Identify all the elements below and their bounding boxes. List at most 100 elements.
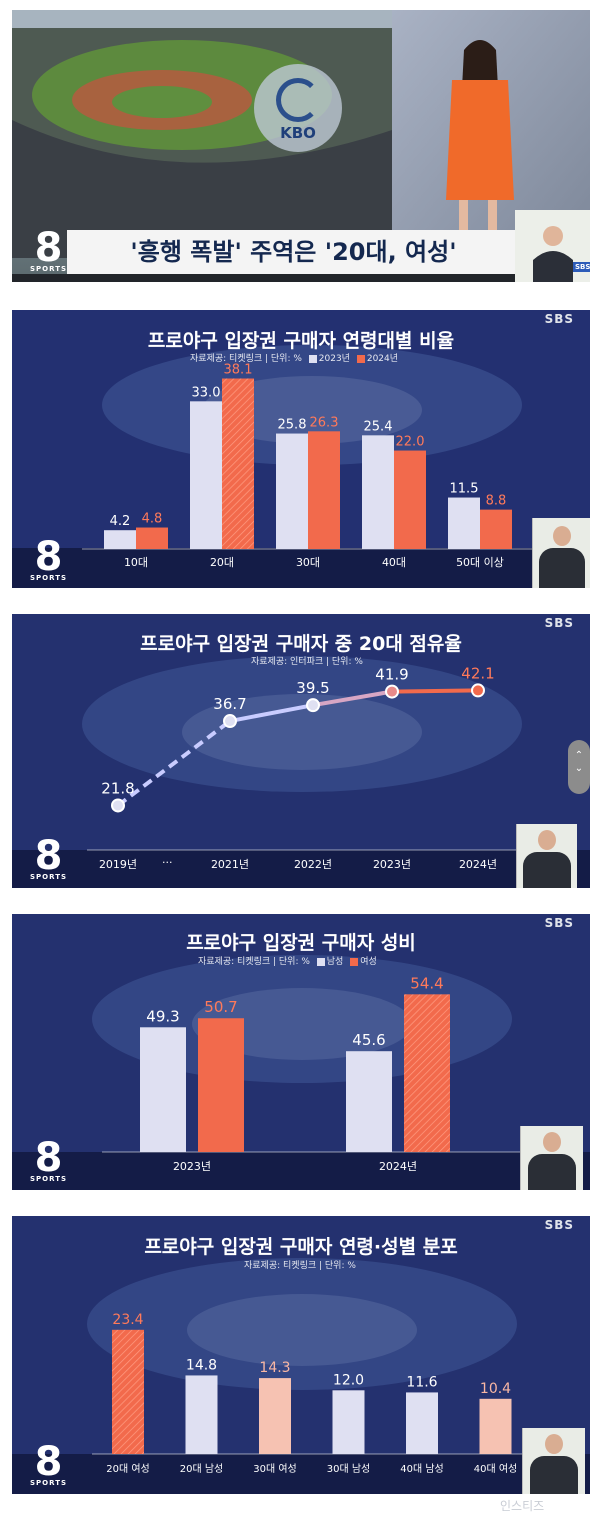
gender-ratio-chart-panel: SBS 프로야구 입장권 구매자 성비 자료제공: 티켓링크 | 단위: % 남… (12, 914, 590, 1190)
chart-title: 프로야구 입장권 구매자 연령·성별 분포 (144, 1236, 458, 1258)
bar-2024년-남성 (346, 1051, 392, 1152)
chevron-up-icon[interactable]: ⌃ (574, 750, 584, 761)
point-value-label: 42.1 (461, 664, 494, 682)
x-tick-label: 2022년 (294, 858, 332, 871)
interpreter-body (539, 548, 585, 588)
chart-title: 프로야구 입장권 구매자 중 20대 점유율 (140, 633, 462, 655)
bar-30대 여성 (259, 1378, 291, 1454)
series-line (391, 688, 479, 694)
bar-value-label: 25.8 (278, 418, 307, 433)
point-value-label: 41.9 (375, 666, 408, 684)
point-value-label: 21.8 (101, 779, 134, 797)
x-tick-label: 40대 남성 (400, 1463, 444, 1475)
point-value-label: 36.7 (213, 695, 246, 713)
bar-40대-2023년 (362, 435, 394, 549)
sbs-sports-logo: 8 SPORTS (30, 833, 68, 881)
bar-40대 여성 (479, 1398, 512, 1454)
series-line (229, 703, 314, 723)
kbo-logo: KBO (254, 64, 342, 152)
bar-value-label: 10.4 (480, 1381, 511, 1397)
x-tick-label: 2021년 (211, 858, 249, 871)
x-tick-label: 30대 남성 (327, 1463, 371, 1475)
chart-title: 프로야구 입장권 구매자 성비 (186, 932, 416, 954)
legend-label-female: 여성 (360, 957, 377, 967)
bar-2023년-남성 (140, 1027, 186, 1152)
stadium-background (12, 914, 590, 1190)
kbo-logo-text: KBO (280, 124, 316, 142)
bar-value-label: 38.1 (224, 363, 253, 378)
bar-value-label: 54.4 (410, 974, 443, 992)
x-tick-label: 20대 여성 (106, 1463, 150, 1475)
sbs-sports-logo: 8 SPORTS (30, 534, 68, 582)
series-line (312, 689, 393, 708)
x-tick-label: 40대 여성 (474, 1463, 518, 1475)
data-point (223, 714, 237, 729)
bar-value-label: 33.0 (192, 385, 221, 400)
data-point (385, 684, 399, 699)
bar-40대-2024년 (394, 450, 426, 549)
sign-language-interpreter (532, 518, 590, 588)
interpreter-head (543, 1132, 561, 1152)
data-point (471, 683, 485, 698)
age-gender-chart-panel: SBS 프로야구 입장권 구매자 연령·성별 분포 자료제공: 티켓링크 | 단… (12, 1216, 590, 1494)
sign-language-interpreter (516, 824, 577, 888)
legend-swatch-2024 (356, 354, 365, 363)
age-group-chart-panel: SBS 프로야구 입장권 구매자 연령대별 비율 자료제공: 티켓링크 | 단위… (12, 310, 590, 588)
x-tick-label: 10대 (124, 556, 148, 569)
chevron-down-icon[interactable]: ⌄ (574, 763, 584, 774)
gender-bar-chart: 49.3 50.7 2023년 45.6 54.4 2024년 (102, 974, 552, 1173)
legend-label-male: 남성 (326, 957, 344, 967)
bar-20대-2023년 (190, 401, 222, 549)
x-tick-label: 40대 (382, 556, 406, 569)
bar-value-label: 14.3 (259, 1360, 290, 1376)
legend-swatch-female (350, 957, 359, 966)
legend-label-2024: 2024년 (366, 354, 399, 364)
stadium-photo (12, 10, 590, 282)
stadium-background (12, 614, 590, 888)
bar-value-label: 25.4 (364, 419, 393, 434)
bar-50대 이상-2024년 (480, 509, 512, 549)
interpreter-body (523, 852, 571, 888)
x-tick-label: 20대 (210, 556, 234, 569)
series-line-dashed (116, 719, 232, 808)
bar-value-label: 8.8 (486, 494, 507, 509)
bar-30대-2024년 (308, 431, 340, 549)
bar-20대-2024년 (222, 378, 254, 549)
kbo-swirl-icon (276, 78, 320, 122)
sbs-watermark: SBS (544, 916, 574, 930)
legend-swatch-male (316, 957, 325, 966)
bar-30대-2023년 (276, 433, 308, 549)
bar-30대 남성 (332, 1390, 365, 1454)
chart-title: 프로야구 입장권 구매자 연령대별 비율 (147, 330, 455, 352)
bar-20대 남성 (185, 1375, 218, 1454)
headline-caption: '흥행 폭발' 주역은 '20대, 여성' (130, 238, 457, 266)
bar-20대 여성 (112, 1329, 144, 1454)
bar-value-label: 4.2 (110, 514, 131, 529)
broadcast-frame: KBO '흥행 폭발' 주역은 '20대, 여성' 8 SPORTS SBS (12, 10, 590, 282)
sign-language-interpreter (520, 1126, 583, 1190)
sbs-sports-logo: 8 SPORTS (30, 1439, 68, 1487)
sbs-watermark: SBS (544, 312, 574, 326)
x-tick-label: 20대 남성 (180, 1463, 224, 1475)
site-watermark: 인스티즈 (500, 1499, 545, 1513)
x-tick-label: 50대 이상 (456, 556, 504, 569)
interpreter-head (553, 526, 571, 546)
bar-value-label: 49.3 (146, 1007, 179, 1025)
sbs-sports-logo: 8 SPORTS (30, 225, 68, 273)
interpreter-body (530, 1456, 578, 1494)
axis-ellipsis: ··· (162, 856, 173, 869)
bar-value-label: 22.0 (396, 435, 425, 450)
bar-value-label: 11.5 (450, 482, 479, 497)
bar-2024년-여성 (404, 994, 450, 1152)
twenties-share-chart-panel: SBS 프로야구 입장권 구매자 중 20대 점유율 자료제공: 인터파크 | … (12, 614, 590, 888)
scroll-widget[interactable]: ⌃ ⌄ (568, 740, 590, 794)
age-bar-chart: 4.2 4.8 10대 33.038.1 20대 25.8 26.3 30대 25.422.0 4… (82, 363, 572, 569)
chart-source: 자료제공: 인터파크 | 단위: % (251, 657, 363, 667)
x-tick-label: 2024년 (459, 858, 497, 871)
data-point (111, 798, 125, 813)
bar-10대-2024년 (136, 527, 168, 549)
point-value-label: 39.5 (296, 679, 329, 697)
bar-value-label: 11.6 (406, 1374, 437, 1390)
x-tick-label: 2023년 (173, 1160, 211, 1173)
bar-50대 이상-2023년 (448, 497, 480, 549)
